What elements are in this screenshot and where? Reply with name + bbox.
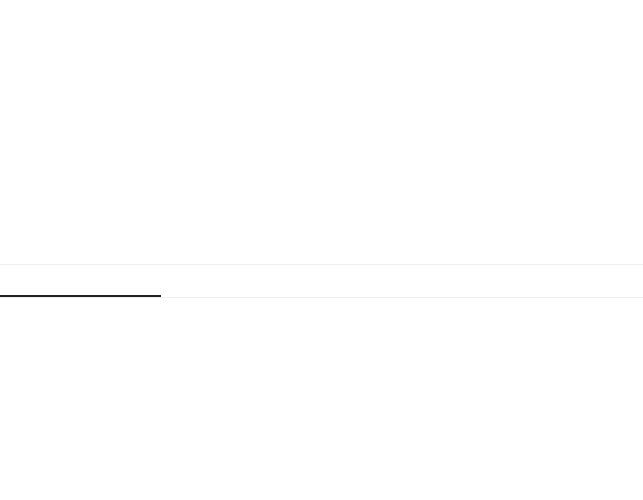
tab-full-window[interactable] — [0, 279, 161, 297]
summary-bar — [0, 264, 643, 279]
timeseries-chart[interactable] — [0, 6, 643, 264]
tab-space-heating[interactable] — [322, 279, 483, 297]
cop-tabs — [0, 279, 643, 298]
heatpump-dashboard — [0, 0, 643, 298]
tab-when-running[interactable] — [161, 279, 322, 297]
tab-water-heating[interactable] — [482, 279, 643, 297]
